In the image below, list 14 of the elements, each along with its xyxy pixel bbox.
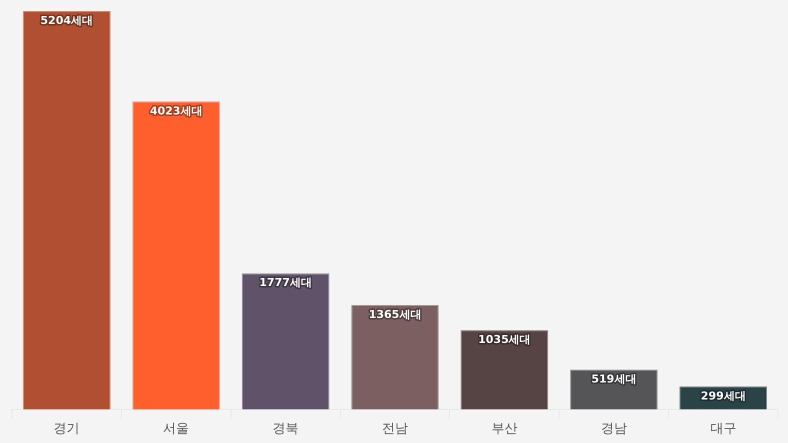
x-tick-label: 서울 <box>163 422 190 437</box>
x-tick-label: 대구 <box>710 422 736 437</box>
x-tick-label: 경기 <box>54 422 80 437</box>
x-tick-label: 전남 <box>382 422 408 437</box>
data-label: 519세대 <box>591 372 636 386</box>
x-tick-label: 부산 <box>491 422 518 437</box>
data-label: 299세대 <box>700 389 746 402</box>
data-label: 1035세대 <box>478 333 531 346</box>
x-tick-label: 경남 <box>600 422 627 437</box>
x-tick-label: 경북 <box>272 422 299 437</box>
data-label: 1365세대 <box>368 308 422 321</box>
data-label: 4023세대 <box>150 104 202 118</box>
data-label: 5204세대 <box>40 14 94 27</box>
data-label: 1777세대 <box>259 276 312 290</box>
